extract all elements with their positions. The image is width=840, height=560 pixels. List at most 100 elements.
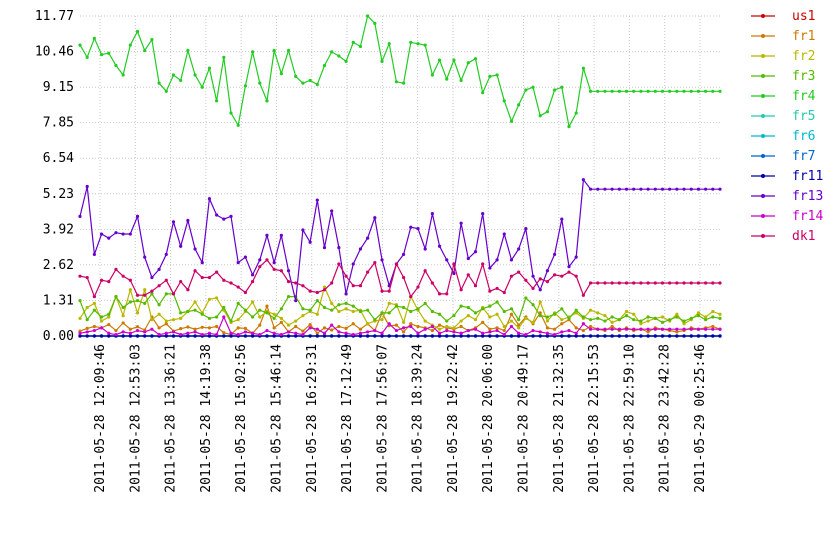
data-point-fr4 bbox=[351, 40, 355, 44]
legend-label: us1 bbox=[792, 9, 815, 24]
data-point-fr11 bbox=[366, 334, 370, 338]
data-point-dk1 bbox=[704, 281, 708, 285]
data-point-fr13 bbox=[222, 217, 226, 221]
legend-label: fr7 bbox=[792, 149, 815, 164]
series-line-fr2 bbox=[79, 285, 721, 330]
data-point-fr13 bbox=[294, 299, 298, 303]
data-point-fr4 bbox=[704, 89, 708, 93]
data-point-fr1 bbox=[207, 326, 212, 330]
data-point-fr1 bbox=[711, 324, 715, 329]
data-point-fr3 bbox=[215, 315, 219, 319]
data-point-fr4 bbox=[135, 29, 140, 34]
data-point-fr11 bbox=[294, 334, 298, 338]
data-point-fr3 bbox=[423, 301, 427, 305]
series-dk1 bbox=[78, 258, 722, 299]
data-point-fr4 bbox=[430, 73, 434, 77]
data-point-dk1 bbox=[279, 269, 283, 273]
data-point-fr1 bbox=[107, 322, 111, 327]
x-tick-label: 2011-05-28 23:42:28 bbox=[658, 344, 673, 493]
x-tick-label: 2011-05-28 18:39:24 bbox=[411, 344, 426, 493]
data-point-dk1 bbox=[193, 269, 197, 273]
data-point-fr13 bbox=[553, 252, 557, 257]
data-point-fr4 bbox=[502, 99, 506, 103]
data-point-fr3 bbox=[401, 305, 406, 310]
data-point-fr4 bbox=[85, 55, 89, 59]
data-point-fr14 bbox=[330, 323, 334, 327]
data-point-fr13 bbox=[545, 269, 550, 273]
data-point-fr11 bbox=[150, 334, 154, 338]
x-axis: 2011-05-28 12:09:46 2011-05-28 12:53:03 20… bbox=[93, 344, 708, 493]
data-point-fr11 bbox=[308, 334, 312, 338]
data-point-fr13 bbox=[164, 252, 168, 257]
data-point-fr2 bbox=[545, 319, 550, 323]
data-point-fr11 bbox=[78, 334, 82, 338]
data-point-fr4 bbox=[387, 42, 391, 46]
data-point-fr3 bbox=[193, 308, 197, 312]
data-point-fr4 bbox=[668, 89, 672, 93]
data-point-fr11 bbox=[437, 334, 442, 338]
y-tick-label: 3.92 bbox=[43, 222, 74, 237]
data-point-fr13 bbox=[186, 218, 190, 223]
legend-item-fr13: fr13 bbox=[751, 189, 823, 204]
data-point-dk1 bbox=[200, 275, 204, 280]
data-point-dk1 bbox=[531, 286, 535, 291]
data-point-dk1 bbox=[675, 281, 679, 285]
data-point-fr13 bbox=[315, 198, 319, 202]
data-point-fr11 bbox=[99, 334, 104, 338]
data-point-fr11 bbox=[193, 334, 197, 338]
data-point-fr13 bbox=[78, 214, 82, 218]
data-point-fr11 bbox=[286, 334, 291, 338]
data-point-fr2 bbox=[531, 320, 535, 325]
data-point-fr4 bbox=[481, 91, 485, 95]
data-point-fr11 bbox=[689, 334, 693, 338]
data-point-fr14 bbox=[358, 331, 363, 335]
data-point-fr14 bbox=[373, 328, 377, 333]
data-point-fr2 bbox=[488, 315, 492, 319]
data-point-fr13 bbox=[538, 288, 542, 292]
data-point-dk1 bbox=[301, 284, 305, 288]
data-point-fr4 bbox=[265, 99, 269, 103]
data-point-fr1 bbox=[495, 326, 499, 330]
data-point-dk1 bbox=[330, 281, 334, 285]
x-tick-label: 2011-05-28 20:49:17 bbox=[517, 344, 532, 493]
data-point-fr2 bbox=[337, 309, 341, 314]
data-point-fr14 bbox=[531, 328, 535, 333]
data-point-fr13 bbox=[682, 187, 686, 191]
data-point-fr1 bbox=[272, 326, 276, 330]
data-point-fr11 bbox=[624, 334, 629, 338]
data-point-fr3 bbox=[373, 318, 377, 322]
data-point-fr4 bbox=[452, 58, 456, 62]
data-point-fr3 bbox=[603, 319, 607, 323]
data-point-fr3 bbox=[344, 301, 348, 305]
data-point-fr13 bbox=[409, 225, 413, 229]
data-point-fr4 bbox=[696, 89, 701, 93]
data-point-fr11 bbox=[610, 334, 614, 338]
data-point-fr1 bbox=[128, 327, 132, 331]
legend-label: fr14 bbox=[792, 209, 823, 224]
data-point-fr14 bbox=[164, 331, 168, 335]
data-point-fr14 bbox=[186, 331, 190, 335]
data-point-fr1 bbox=[222, 331, 226, 335]
data-point-fr3 bbox=[668, 318, 672, 322]
data-point-fr3 bbox=[632, 318, 636, 322]
series-line-fr4 bbox=[79, 14, 720, 129]
data-point-dk1 bbox=[373, 260, 377, 265]
data-point-fr2 bbox=[718, 312, 722, 316]
series-lines bbox=[78, 14, 722, 338]
legend-marker bbox=[761, 54, 765, 58]
legend-item-fr14: fr14 bbox=[751, 209, 823, 224]
data-point-fr2 bbox=[207, 297, 212, 301]
data-point-fr2 bbox=[509, 319, 514, 323]
data-point-fr4 bbox=[718, 89, 722, 93]
data-point-fr13 bbox=[351, 262, 355, 266]
data-point-dk1 bbox=[380, 289, 384, 293]
data-point-fr13 bbox=[150, 275, 154, 280]
data-point-fr3 bbox=[243, 308, 247, 312]
data-point-fr14 bbox=[301, 333, 305, 337]
legend-label: fr6 bbox=[792, 129, 815, 144]
data-point-dk1 bbox=[445, 292, 449, 296]
data-point-fr3 bbox=[157, 303, 161, 307]
data-point-dk1 bbox=[92, 294, 96, 299]
data-point-fr2 bbox=[517, 326, 521, 330]
data-point-fr4 bbox=[315, 82, 319, 87]
